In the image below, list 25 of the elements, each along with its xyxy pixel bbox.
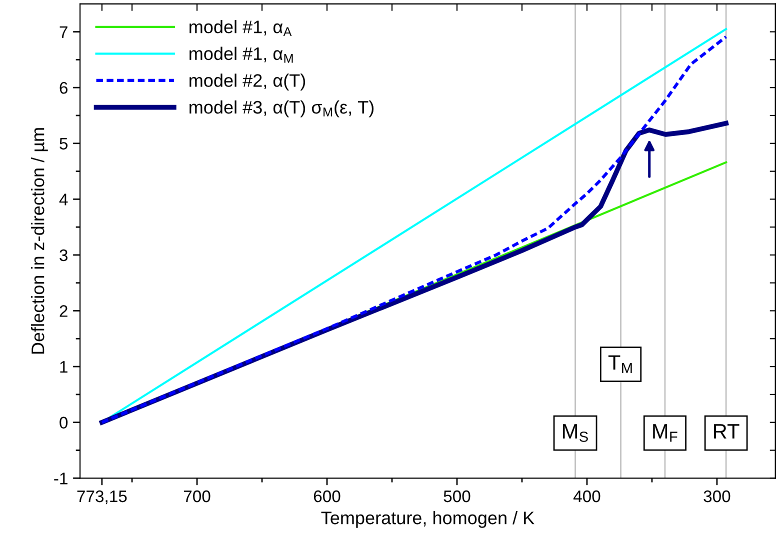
legend-label: model #2, α(T) bbox=[190, 74, 306, 90]
y-axis-title: Deflection in z-direction / µm bbox=[31, 128, 48, 354]
ref-line-label: M$_{F}$ bbox=[653, 424, 678, 442]
ref-line-label: RT bbox=[714, 424, 740, 438]
y-tick-label: 7 bbox=[60, 26, 68, 38]
x-tick-label: 600 bbox=[314, 490, 340, 502]
legend-label: model #3, α(T) σ$_{M}$(ε, T) bbox=[190, 100, 374, 118]
y-tick-label: 5 bbox=[60, 138, 68, 150]
y-tick-label: 3 bbox=[60, 249, 68, 262]
y-tick-label: 1 bbox=[60, 361, 68, 373]
y-tick-label: 2 bbox=[60, 305, 68, 317]
y-tick-label: -1 bbox=[54, 472, 68, 484]
x-tick-label: 400 bbox=[573, 490, 600, 502]
x-tick-label: 300 bbox=[704, 490, 730, 502]
x-tick-label: 500 bbox=[444, 490, 470, 502]
legend-label: model #1, α$_{A}$ bbox=[190, 20, 292, 36]
legend-label: model #1, α$_{M}$ bbox=[190, 46, 293, 63]
x-tick-label: 773,15 bbox=[77, 490, 127, 504]
y-tick-label: 4 bbox=[59, 194, 68, 206]
ref-line-label: T$_{M}$ bbox=[608, 355, 632, 373]
x-axis-title: Temperature, homogen / K bbox=[321, 511, 534, 528]
y-tick-label: 6 bbox=[60, 82, 68, 94]
y-tick-label: 0 bbox=[60, 416, 68, 429]
ref-line-label: M$_{S}$ bbox=[563, 424, 588, 442]
x-tick-label: 700 bbox=[184, 490, 210, 502]
